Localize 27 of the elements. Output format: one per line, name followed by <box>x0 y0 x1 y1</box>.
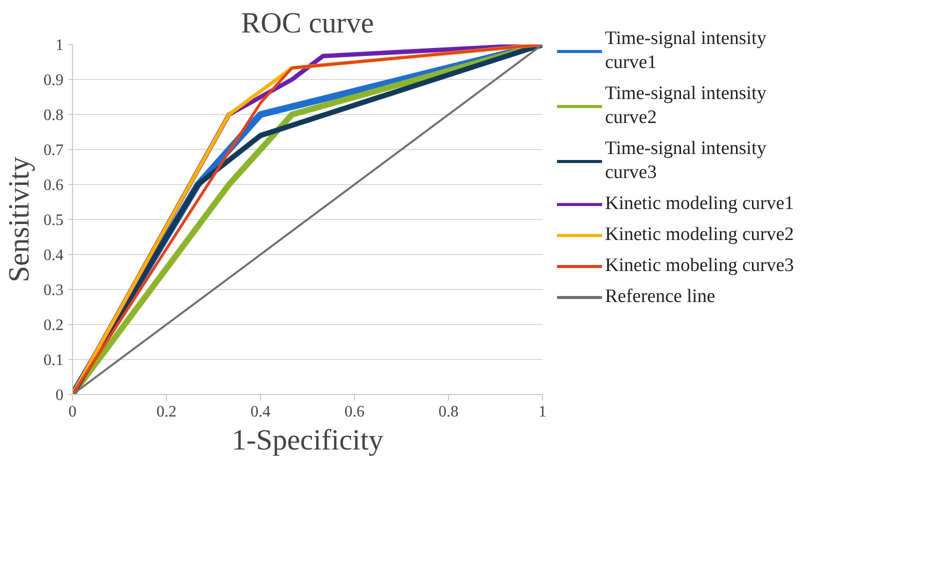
y-tick-label: 0.8 <box>44 107 64 124</box>
legend-label: Reference line <box>605 285 716 309</box>
chart-title: ROC curve <box>241 8 374 40</box>
y-tick-label: 0.1 <box>44 352 64 369</box>
x-tick-label: 0.4 <box>250 404 270 420</box>
legend-label: Time-signal intensity curve2 <box>605 82 768 130</box>
y-tick-label: 1 <box>56 37 64 54</box>
legend-label: Time-signal intensity curve1 <box>605 27 768 75</box>
y-tick-label: 0.6 <box>44 177 64 194</box>
legend-label: Kinetic modeling curve1 <box>605 192 795 216</box>
y-tick-label: 0.3 <box>44 282 64 299</box>
x-axis-title: 1-Specificity <box>232 424 384 456</box>
x-tick-label: 0 <box>68 404 76 420</box>
y-tick-label: 0 <box>56 387 64 404</box>
x-tick-label: 0.6 <box>344 404 364 420</box>
y-tick-label: 0.9 <box>44 72 64 89</box>
x-tick-label: 0.8 <box>438 404 458 420</box>
y-tick-label: 0.5 <box>44 212 64 229</box>
legend-label: Time-signal intensity curve3 <box>605 137 768 185</box>
y-axis-title: Sensitivity <box>4 156 36 282</box>
x-tick-label: 1 <box>538 404 546 420</box>
y-tick-label: 0.4 <box>44 247 64 264</box>
y-tick-label: 0.7 <box>44 142 64 159</box>
x-tick-label: 0.2 <box>156 404 176 420</box>
legend-label: Kinetic mobeling curve3 <box>605 254 795 278</box>
y-tick-label: 0.2 <box>44 317 64 334</box>
legend-label: Kinetic modeling curve2 <box>605 223 795 247</box>
